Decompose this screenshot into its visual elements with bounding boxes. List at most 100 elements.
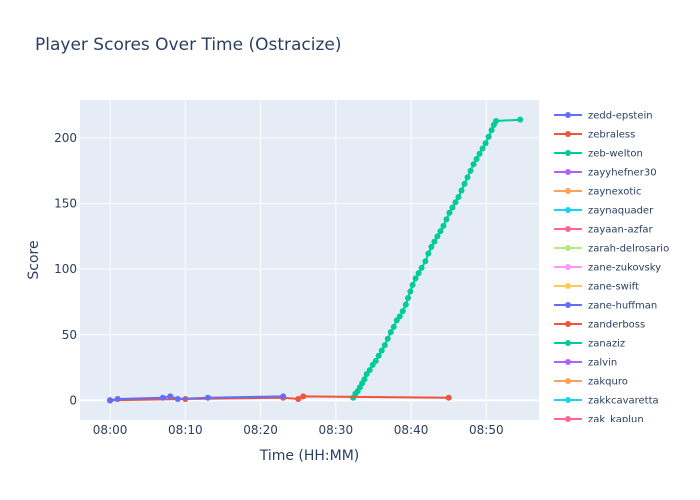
data-point	[446, 209, 453, 216]
y-tick-label: 150	[54, 197, 77, 211]
legend-swatch-marker	[565, 131, 571, 137]
legend-swatch-marker	[565, 226, 571, 232]
legend-label: zane-swift	[588, 282, 639, 293]
legend-swatch-marker	[565, 245, 571, 251]
data-point	[476, 150, 483, 157]
data-point	[384, 335, 391, 342]
legend-swatch-marker	[565, 397, 571, 403]
x-tick-label: 08:40	[394, 423, 429, 437]
legend-item: zaynaquader	[554, 206, 654, 217]
x-tick-label: 08:00	[93, 423, 128, 437]
data-point	[280, 393, 287, 400]
data-point	[378, 347, 385, 354]
y-tick-label: 0	[69, 393, 77, 407]
data-point	[407, 288, 414, 295]
data-point	[405, 295, 412, 302]
data-point	[361, 376, 368, 383]
legend-item: zakquro	[554, 377, 628, 388]
legend-swatch-marker	[565, 302, 571, 308]
data-point	[473, 156, 480, 163]
data-point	[372, 357, 379, 364]
y-axis-ticks: 0 50 100 150 200	[54, 131, 77, 407]
data-point	[434, 233, 441, 240]
x-tick-label: 08:10	[168, 423, 203, 437]
data-point	[422, 258, 429, 265]
data-point	[366, 367, 373, 374]
series-zeb-welton	[350, 116, 524, 401]
legend-item: zebraless	[554, 130, 635, 141]
data-point	[415, 270, 422, 277]
legend-label: zayyhefner30	[588, 168, 657, 179]
legend-label: zeb-welton	[588, 149, 643, 160]
legend-label: zane-zukovsky	[588, 263, 661, 274]
data-point	[375, 352, 382, 359]
data-point	[418, 264, 425, 271]
legend-item: zalvin	[554, 358, 617, 369]
legend-item: zane-swift	[554, 282, 639, 293]
legend-item: zaynexotic	[554, 187, 642, 198]
data-point	[381, 342, 388, 349]
data-point	[390, 323, 397, 330]
legend-label: zakquro	[588, 377, 628, 388]
legend-item: zane-huffman	[554, 301, 657, 312]
legend-item: zanaziz	[554, 339, 625, 350]
x-axis-title: Time (HH:MM)	[259, 448, 360, 464]
legend-label: zaynaquader	[588, 206, 654, 217]
legend-label: zane-huffman	[588, 301, 657, 312]
data-point	[204, 394, 211, 401]
y-tick-label: 200	[54, 131, 77, 145]
data-point	[485, 133, 492, 140]
legend-swatch-marker	[565, 264, 571, 270]
data-point	[488, 127, 495, 134]
x-tick-label: 08:30	[319, 423, 354, 437]
data-point	[159, 394, 166, 401]
data-point	[440, 222, 447, 229]
data-point	[387, 329, 394, 336]
data-point	[517, 116, 524, 123]
legend-label: zanderboss	[588, 320, 645, 331]
legend: zedd-epstein zebraless zeb-welton zayyhefne…	[554, 111, 669, 426]
legend-swatch-marker	[565, 321, 571, 327]
legend-item: zedd-epstein	[554, 111, 653, 122]
legend-item: zane-zukovsky	[554, 263, 661, 274]
x-tick-label: 08:50	[469, 423, 504, 437]
series-layer	[107, 116, 524, 404]
legend-item: zakkcavaretta	[554, 396, 659, 407]
data-point	[174, 396, 181, 403]
plot-area	[80, 100, 539, 420]
x-tick-label: 08:20	[243, 423, 278, 437]
legend-swatch-marker	[565, 378, 571, 384]
legend-item: zeb-welton	[554, 149, 643, 160]
data-point	[452, 199, 459, 206]
data-point	[167, 393, 174, 400]
legend-label: zalvin	[588, 358, 617, 369]
legend-label: zarah-delrosario	[588, 244, 669, 255]
legend-label: zanaziz	[588, 339, 625, 350]
data-point	[493, 117, 500, 124]
data-point	[445, 394, 452, 401]
data-point	[114, 396, 121, 403]
legend-swatch-marker	[565, 416, 571, 422]
data-point	[107, 397, 114, 404]
legend-label: zayaan-azfar	[588, 225, 654, 236]
data-point	[431, 238, 438, 245]
legend-swatch-marker	[565, 207, 571, 213]
data-point	[458, 187, 465, 194]
legend-item: zak_kaplun	[554, 415, 644, 426]
x-axis-ticks: 08:00 08:10 08:20 08:30 08:40 08:50	[93, 423, 504, 437]
data-point	[461, 180, 468, 187]
data-point	[437, 228, 444, 235]
data-point	[449, 204, 456, 211]
data-point	[428, 243, 435, 250]
legend-label: zak_kaplun	[588, 415, 644, 426]
data-point	[402, 301, 409, 308]
legend-swatch-marker	[565, 112, 571, 118]
legend-swatch-marker	[565, 340, 571, 346]
legend-label: zedd-epstein	[588, 111, 653, 122]
data-point	[295, 396, 302, 403]
data-point	[409, 281, 416, 288]
data-point	[479, 145, 486, 152]
series-line	[110, 395, 449, 402]
data-point	[300, 393, 307, 400]
